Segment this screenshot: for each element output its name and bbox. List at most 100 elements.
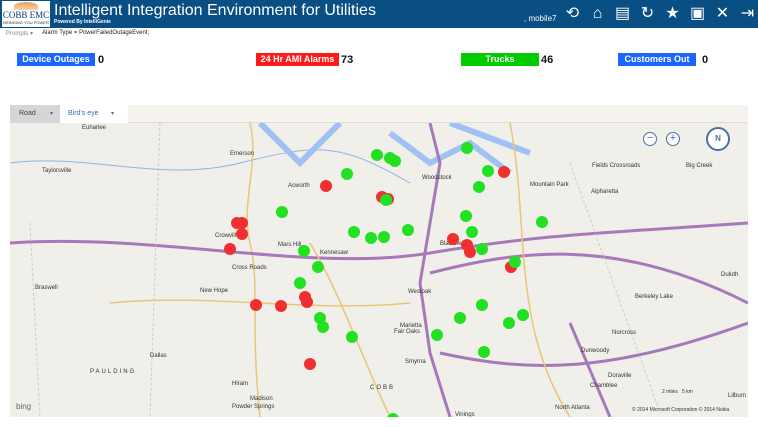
truck-marker[interactable] [346,331,358,343]
road-dropdown-icon[interactable]: ▾ [50,111,54,117]
truck-marker[interactable] [509,256,521,268]
dashboard-icon[interactable]: ▣ [689,5,706,22]
kpi-device-outages[interactable]: Device Outages [17,53,95,66]
truck-marker[interactable] [371,149,383,161]
road-view-button[interactable]: Road [10,105,60,123]
kpi-customers-out[interactable]: Customers Out [618,53,696,66]
prompts-dropdown[interactable]: Prompts ▾ [6,31,34,37]
place-label: Woodstock [422,175,452,181]
place-label: Westoak [408,289,432,295]
truck-marker[interactable] [473,181,485,193]
scale-km: 5 km [682,389,693,395]
place-label: Dunwoody [581,348,610,354]
place-label: PAULDING [90,369,137,375]
report-icon[interactable]: ▤ [614,5,631,22]
kpi-trucks-value: 46 [541,54,554,66]
map-type-bar: Road ▾ Bird's eye ▾ [10,105,748,123]
tools-icon[interactable]: ✕ [715,5,730,22]
place-label: Berkeley Lake [635,294,674,300]
truck-marker[interactable] [461,142,473,154]
alarm-marker[interactable] [301,296,313,308]
place-label: Euharlee [82,125,107,131]
birds-eye-button[interactable]: Bird's eye [60,105,128,123]
truck-marker[interactable] [312,261,324,273]
place-label: Duluth [721,272,739,278]
kpi-trucks[interactable]: Trucks [461,53,539,66]
place-label: Acworth [288,183,310,189]
place-label: Vinings [455,412,475,417]
truck-marker[interactable] [341,168,353,180]
compass-button[interactable]: N [706,127,730,151]
kpi-ami-alarms-value: 73 [341,54,354,66]
place-label: Big Creek [686,163,713,169]
place-label: Emerson [230,151,255,157]
truck-marker[interactable] [460,210,472,222]
alarm-marker[interactable] [447,233,459,245]
place-label: Chamblee [590,383,618,389]
app-title: Intelligent Integration Environment for … [54,2,376,19]
truck-marker[interactable] [317,321,329,333]
alarm-marker[interactable] [304,358,316,370]
place-label: Hiram [232,381,248,387]
truck-marker[interactable] [466,226,478,238]
alarm-marker[interactable] [250,299,262,311]
zoom-in-button[interactable]: + [666,132,680,146]
truck-marker[interactable] [536,216,548,228]
alarm-marker[interactable] [320,180,332,192]
kpi-device-outages-value: 0 [98,54,105,66]
logout-icon[interactable]: ⇥ [740,5,755,22]
place-label: Dallas [150,353,167,359]
truck-marker[interactable] [389,155,401,167]
refresh-icon[interactable]: ↻ [640,5,655,22]
place-label: Marietta [400,323,422,329]
place-label: Kennesaw [320,250,349,256]
place-label: Fields Crossroads [592,163,641,169]
alarm-marker[interactable] [464,246,476,258]
birds-eye-dropdown-icon[interactable]: ▾ [111,111,115,117]
truck-marker[interactable] [294,277,306,289]
kpi-customers-out-value: 0 [702,54,709,66]
map-scale: 2 miles 5 km [662,389,693,395]
truck-marker[interactable] [298,245,310,257]
place-label: COBB [370,385,396,391]
place-label: Madison [250,396,273,402]
truck-marker[interactable] [476,299,488,311]
map[interactable]: Road ▾ Bird's eye ▾ − + N bing 2 miles 5… [10,105,748,417]
truck-marker[interactable] [431,329,443,341]
truck-marker[interactable] [378,231,390,243]
zoom-out-button[interactable]: − [643,132,657,146]
truck-marker[interactable] [348,226,360,238]
app-subtitle: Powered By IntelliGenie [54,19,111,25]
truck-marker[interactable] [365,232,377,244]
alarm-type-filter: Alarm Type = PowerFailedOutageEvent; [42,30,150,36]
scale-miles: 2 miles [662,389,678,395]
history-icon[interactable]: ⟲ [565,5,580,22]
place-label: New Hope [200,288,229,294]
truck-marker[interactable] [503,317,515,329]
kpi-ami-alarms[interactable]: 24 Hr AMI Alarms [256,53,339,66]
truck-marker[interactable] [387,413,399,417]
user-name: , mobile7 [524,14,557,23]
place-label: Doraville [608,373,632,379]
place-label: Norcross [612,330,637,336]
truck-marker[interactable] [517,309,529,321]
map-copyright: © 2014 Microsoft Corporation © 2014 Noki… [632,407,730,413]
place-label: Crowville [215,233,240,239]
favorite-add-icon[interactable]: ★ [665,5,680,22]
place-label: Alpharetta [591,189,619,195]
truck-marker[interactable] [402,224,414,236]
truck-marker[interactable] [454,312,466,324]
truck-marker[interactable] [482,165,494,177]
truck-marker[interactable] [380,194,392,206]
alarm-marker[interactable] [498,166,510,178]
alarm-marker[interactable] [224,243,236,255]
app-header: COBB EMC BRINGING YOU POWER Intelligent I… [0,0,758,28]
alarm-marker[interactable] [236,217,248,229]
truck-marker[interactable] [276,206,288,218]
alarm-marker[interactable] [275,300,287,312]
home-icon[interactable]: ⌂ [592,5,603,22]
truck-marker[interactable] [478,346,490,358]
truck-marker[interactable] [476,243,488,255]
place-label: Mountain Park [530,182,569,188]
alarm-marker[interactable] [236,228,248,240]
